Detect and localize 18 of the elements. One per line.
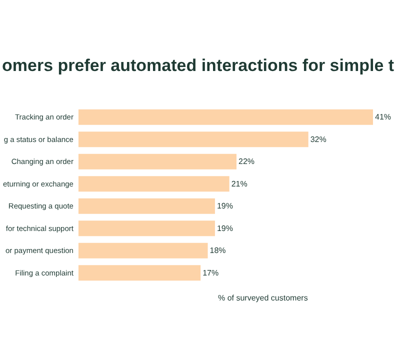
data-label: 19% (216, 224, 233, 233)
bar (78, 109, 373, 125)
bar (78, 154, 237, 170)
data-label: 17% (202, 268, 219, 278)
chart-title: omers prefer automated interactions for simple t (2, 56, 394, 75)
bar (78, 242, 208, 258)
data-label: 18% (210, 246, 226, 256)
bar (78, 198, 215, 214)
data-label: 21% (231, 179, 248, 188)
data-label: 19% (216, 202, 233, 211)
x-axis-title: % of surveyed customers (218, 294, 308, 302)
bar (78, 265, 201, 281)
data-label: 32% (310, 134, 326, 144)
bar (78, 132, 308, 148)
bar (78, 220, 215, 236)
data-label: 41% (375, 112, 392, 122)
data-label: 22% (238, 157, 255, 166)
bar (78, 176, 230, 192)
